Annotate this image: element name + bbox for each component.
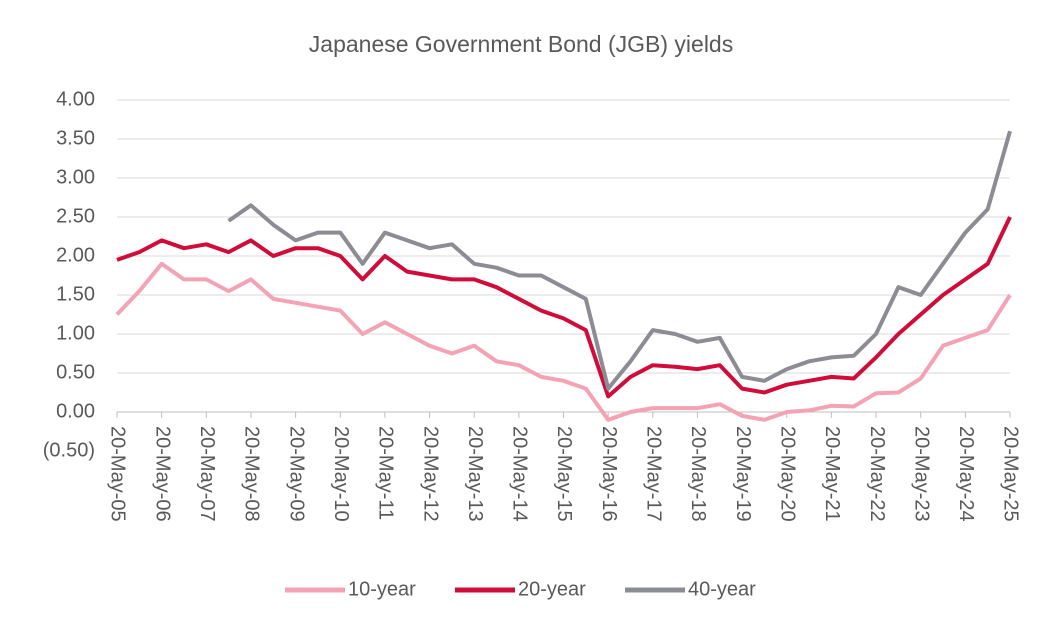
y-tick-label: (0.50)	[43, 439, 95, 461]
y-tick-label: 3.00	[56, 166, 95, 188]
legend-label: 20-year	[518, 578, 586, 600]
y-tick-label: 0.50	[56, 361, 95, 383]
x-tick-label: 20-May-24	[955, 426, 977, 522]
y-tick-label: 2.50	[56, 205, 95, 227]
x-tick-label: 20-May-19	[732, 426, 754, 522]
x-tick-label: 20-May-13	[464, 426, 486, 522]
x-tick-label: 20-May-23	[910, 426, 932, 522]
legend-label: 40-year	[688, 578, 756, 600]
x-tick-label: 20-May-09	[285, 426, 307, 522]
x-tick-label: 20-May-06	[151, 426, 173, 522]
x-tick-label: 20-May-18	[687, 426, 709, 522]
y-tick-label: 3.50	[56, 127, 95, 149]
y-tick-label: 1.50	[56, 283, 95, 305]
x-tick-label: 20-May-25	[1000, 426, 1022, 522]
y-tick-label: 0.00	[56, 400, 95, 422]
y-tick-label: 4.00	[56, 88, 95, 110]
x-tick-label: 20-May-20	[776, 426, 798, 522]
y-tick-label: 1.00	[56, 322, 95, 344]
x-tick-label: 20-May-17	[643, 426, 665, 522]
y-tick-label: 2.00	[56, 244, 95, 266]
x-tick-label: 20-May-15	[553, 426, 575, 522]
x-tick-label: 20-May-12	[419, 426, 441, 522]
x-tick-label: 20-May-22	[866, 426, 888, 522]
x-tick-label: 20-May-05	[107, 426, 129, 522]
x-tick-label: 20-May-14	[509, 426, 531, 522]
chart-title: Japanese Government Bond (JGB) yields	[309, 31, 733, 57]
series-line	[116, 216, 1012, 399]
x-tick-label: 20-May-07	[196, 426, 218, 522]
series-line	[115, 261, 1012, 422]
x-tick-label: 20-May-10	[330, 426, 352, 522]
x-tick-label: 20-May-08	[241, 426, 263, 522]
legend-label: 10-year	[348, 578, 416, 600]
x-tick-label: 20-May-21	[821, 426, 843, 522]
x-tick-label: 20-May-16	[598, 426, 620, 522]
x-tick-label: 20-May-11	[375, 426, 397, 520]
series-line	[227, 130, 1012, 391]
